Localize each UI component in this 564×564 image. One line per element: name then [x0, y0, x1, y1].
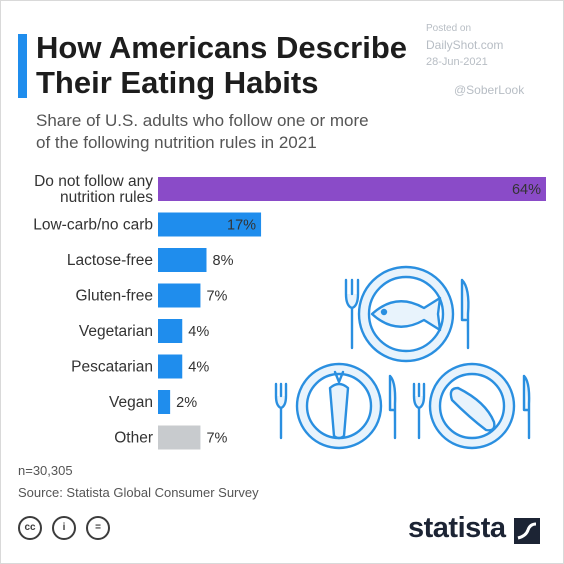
value-label-4: 4%: [188, 324, 209, 340]
sausage-plate-icon: [412, 362, 531, 450]
value-label-7: 7%: [206, 431, 227, 447]
category-label-1: Low-carb/no carb: [33, 217, 153, 234]
posted-on-text: Posted on: [426, 23, 472, 34]
category-labels: Do not follow any nutrition rules Low-carb…: [33, 173, 153, 447]
source-note: Source: Statista Global Consumer Survey: [18, 485, 259, 500]
chart-title: How Americans Describe Their Eating Habi…: [36, 30, 456, 100]
category-label-5: Pescatarian: [71, 359, 153, 376]
fork-icon: [344, 278, 360, 350]
chart-subtitle: Share of U.S. adults who follow one or m…: [36, 110, 456, 154]
value-label-1: 17%: [227, 218, 256, 234]
value-label-0: 64%: [512, 182, 541, 198]
category-label-3: Gluten-free: [75, 288, 153, 305]
knife-icon: [460, 278, 470, 350]
attribution-icon[interactable]: i: [52, 516, 76, 540]
statista-mark-icon: [514, 518, 540, 544]
subtitle-line-1: Share of U.S. adults who follow one or m…: [36, 111, 369, 130]
bar-4: [158, 319, 183, 343]
value-label-3: 7%: [206, 289, 227, 305]
bar-5: [158, 354, 183, 379]
value-labels: 64% 17% 8% 7% 4% 4% 2% 7%: [176, 182, 541, 447]
value-label-5: 4%: [188, 360, 209, 376]
category-label-2: Lactose-free: [67, 252, 153, 269]
title-line-1: How Americans Describe: [36, 30, 408, 65]
posted-watermark: Posted on DailyShot.com 28-Jun-2021: [426, 20, 546, 71]
bar-chart: Do not follow any nutrition rules Low-carb…: [33, 173, 546, 450]
posted-site-text: DailyShot.com: [426, 38, 504, 52]
title-accent-bar: [18, 34, 27, 98]
subtitle-line-2: of the following nutrition rules in 2021: [36, 133, 317, 152]
carrot-plate-icon: [274, 362, 397, 450]
value-label-6: 2%: [176, 395, 197, 411]
category-label-7: Other: [114, 430, 153, 447]
cc-icon[interactable]: cc: [18, 516, 42, 540]
bars-layer: [158, 177, 546, 450]
sample-size: n=30,305: [18, 463, 73, 478]
bar-6: [158, 390, 171, 414]
no-derivatives-icon[interactable]: =: [86, 516, 110, 540]
bar-1: [158, 212, 262, 237]
category-label-6: Vegan: [109, 394, 153, 411]
title-line-2: Their Eating Habits: [36, 65, 319, 100]
bar-0: [158, 177, 546, 201]
bar-7: [158, 425, 201, 450]
plate-fish-icon: [357, 265, 455, 363]
bar-2: [158, 248, 207, 272]
statista-logo[interactable]: statista: [408, 512, 506, 544]
tableware-illustration: [274, 265, 531, 450]
category-label-0: Do not follow any nutrition rules: [34, 173, 153, 206]
value-label-2: 8%: [213, 253, 234, 269]
bar-3: [158, 283, 201, 308]
posted-date-text: 28-Jun-2021: [426, 56, 488, 68]
category-label-4: Vegetarian: [79, 323, 153, 340]
twitter-handle: @SoberLook: [454, 83, 525, 97]
